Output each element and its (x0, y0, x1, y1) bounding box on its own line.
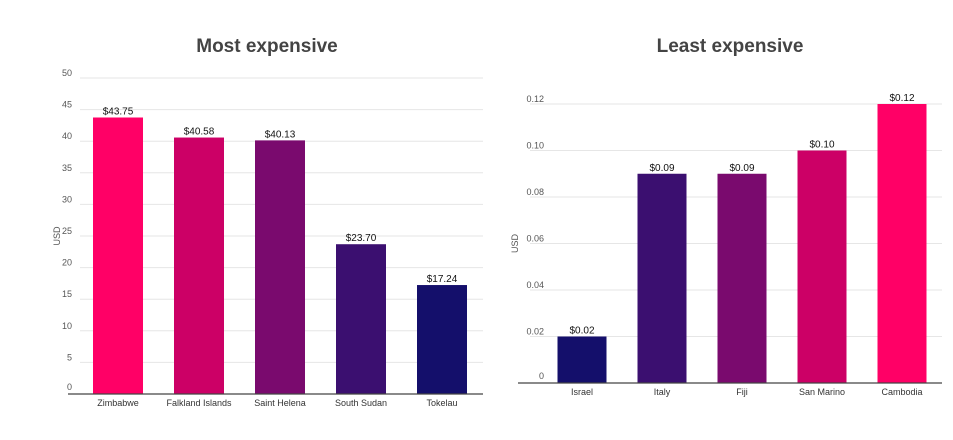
data-label: $0.09 (729, 163, 754, 174)
bar-italy (637, 173, 687, 383)
y-tick-label: 45 (62, 100, 72, 110)
x-tick-label: San Marino (799, 387, 845, 397)
data-label: $23.70 (346, 233, 377, 244)
bar-tokelau (417, 285, 467, 394)
data-label: $0.02 (569, 326, 594, 337)
y-tick-label: 0.06 (526, 234, 544, 244)
y-tick-label: 50 (62, 68, 72, 78)
y-tick-label: 10 (62, 321, 72, 331)
least-expensive-chart: Least expensive 0 0.02 0.04 0.06 0.08 0.10 0.12… (510, 36, 942, 397)
y-axis-label: USD (52, 226, 62, 246)
y-tick-label: 0 (539, 371, 544, 381)
y-tick-label: 0.10 (526, 141, 544, 151)
data-label: $17.24 (427, 274, 458, 285)
bar-israel (557, 336, 607, 383)
data-label: $40.13 (265, 129, 296, 140)
bar-fiji (717, 173, 767, 383)
x-tick-label: Israel (571, 387, 593, 397)
y-tick-label: 0.04 (526, 280, 544, 290)
chart-title: Least expensive (657, 36, 804, 57)
x-tick-label: Tokelau (426, 398, 457, 408)
chart-title: Most expensive (196, 36, 338, 57)
bar-san-marino (797, 150, 847, 383)
bar-saint-helena (255, 140, 305, 394)
data-label: $0.12 (889, 93, 914, 104)
y-tick-label: 40 (62, 131, 72, 141)
y-tick-label: 35 (62, 163, 72, 173)
y-tick-label: 15 (62, 289, 72, 299)
bar-cambodia (877, 104, 927, 383)
x-tick-label: Zimbabwe (97, 398, 139, 408)
x-tick-label: Saint Helena (254, 398, 306, 408)
x-tick-label: Falkland Islands (166, 398, 232, 408)
x-tick-label: Italy (654, 387, 671, 397)
x-tick-label: South Sudan (335, 398, 387, 408)
y-tick-label: 5 (67, 352, 72, 362)
data-label: $0.10 (809, 140, 834, 151)
y-tick-label: 20 (62, 258, 72, 268)
y-axis-label: USD (510, 234, 520, 254)
bar-zimbabwe (93, 117, 143, 394)
most-expensive-chart: Most expensive 0 5 10 15 20 25 30 35 40 45 50 USD $43… (52, 36, 483, 408)
y-tick-label: 0.08 (526, 187, 544, 197)
data-label: $0.09 (649, 163, 674, 174)
y-tick-label: 25 (62, 226, 72, 236)
x-tick-label: Fiji (736, 387, 748, 397)
y-tick-label: 0 (67, 382, 72, 392)
x-tick-label: Cambodia (881, 387, 922, 397)
data-label: $40.58 (184, 127, 215, 138)
y-tick-label: 30 (62, 194, 72, 204)
data-label: $43.75 (103, 107, 134, 118)
y-tick-label: 0.12 (526, 94, 544, 104)
bar-falkland-islands (174, 137, 224, 394)
y-tick-label: 0.02 (526, 327, 544, 337)
bar-south-sudan (336, 244, 386, 394)
